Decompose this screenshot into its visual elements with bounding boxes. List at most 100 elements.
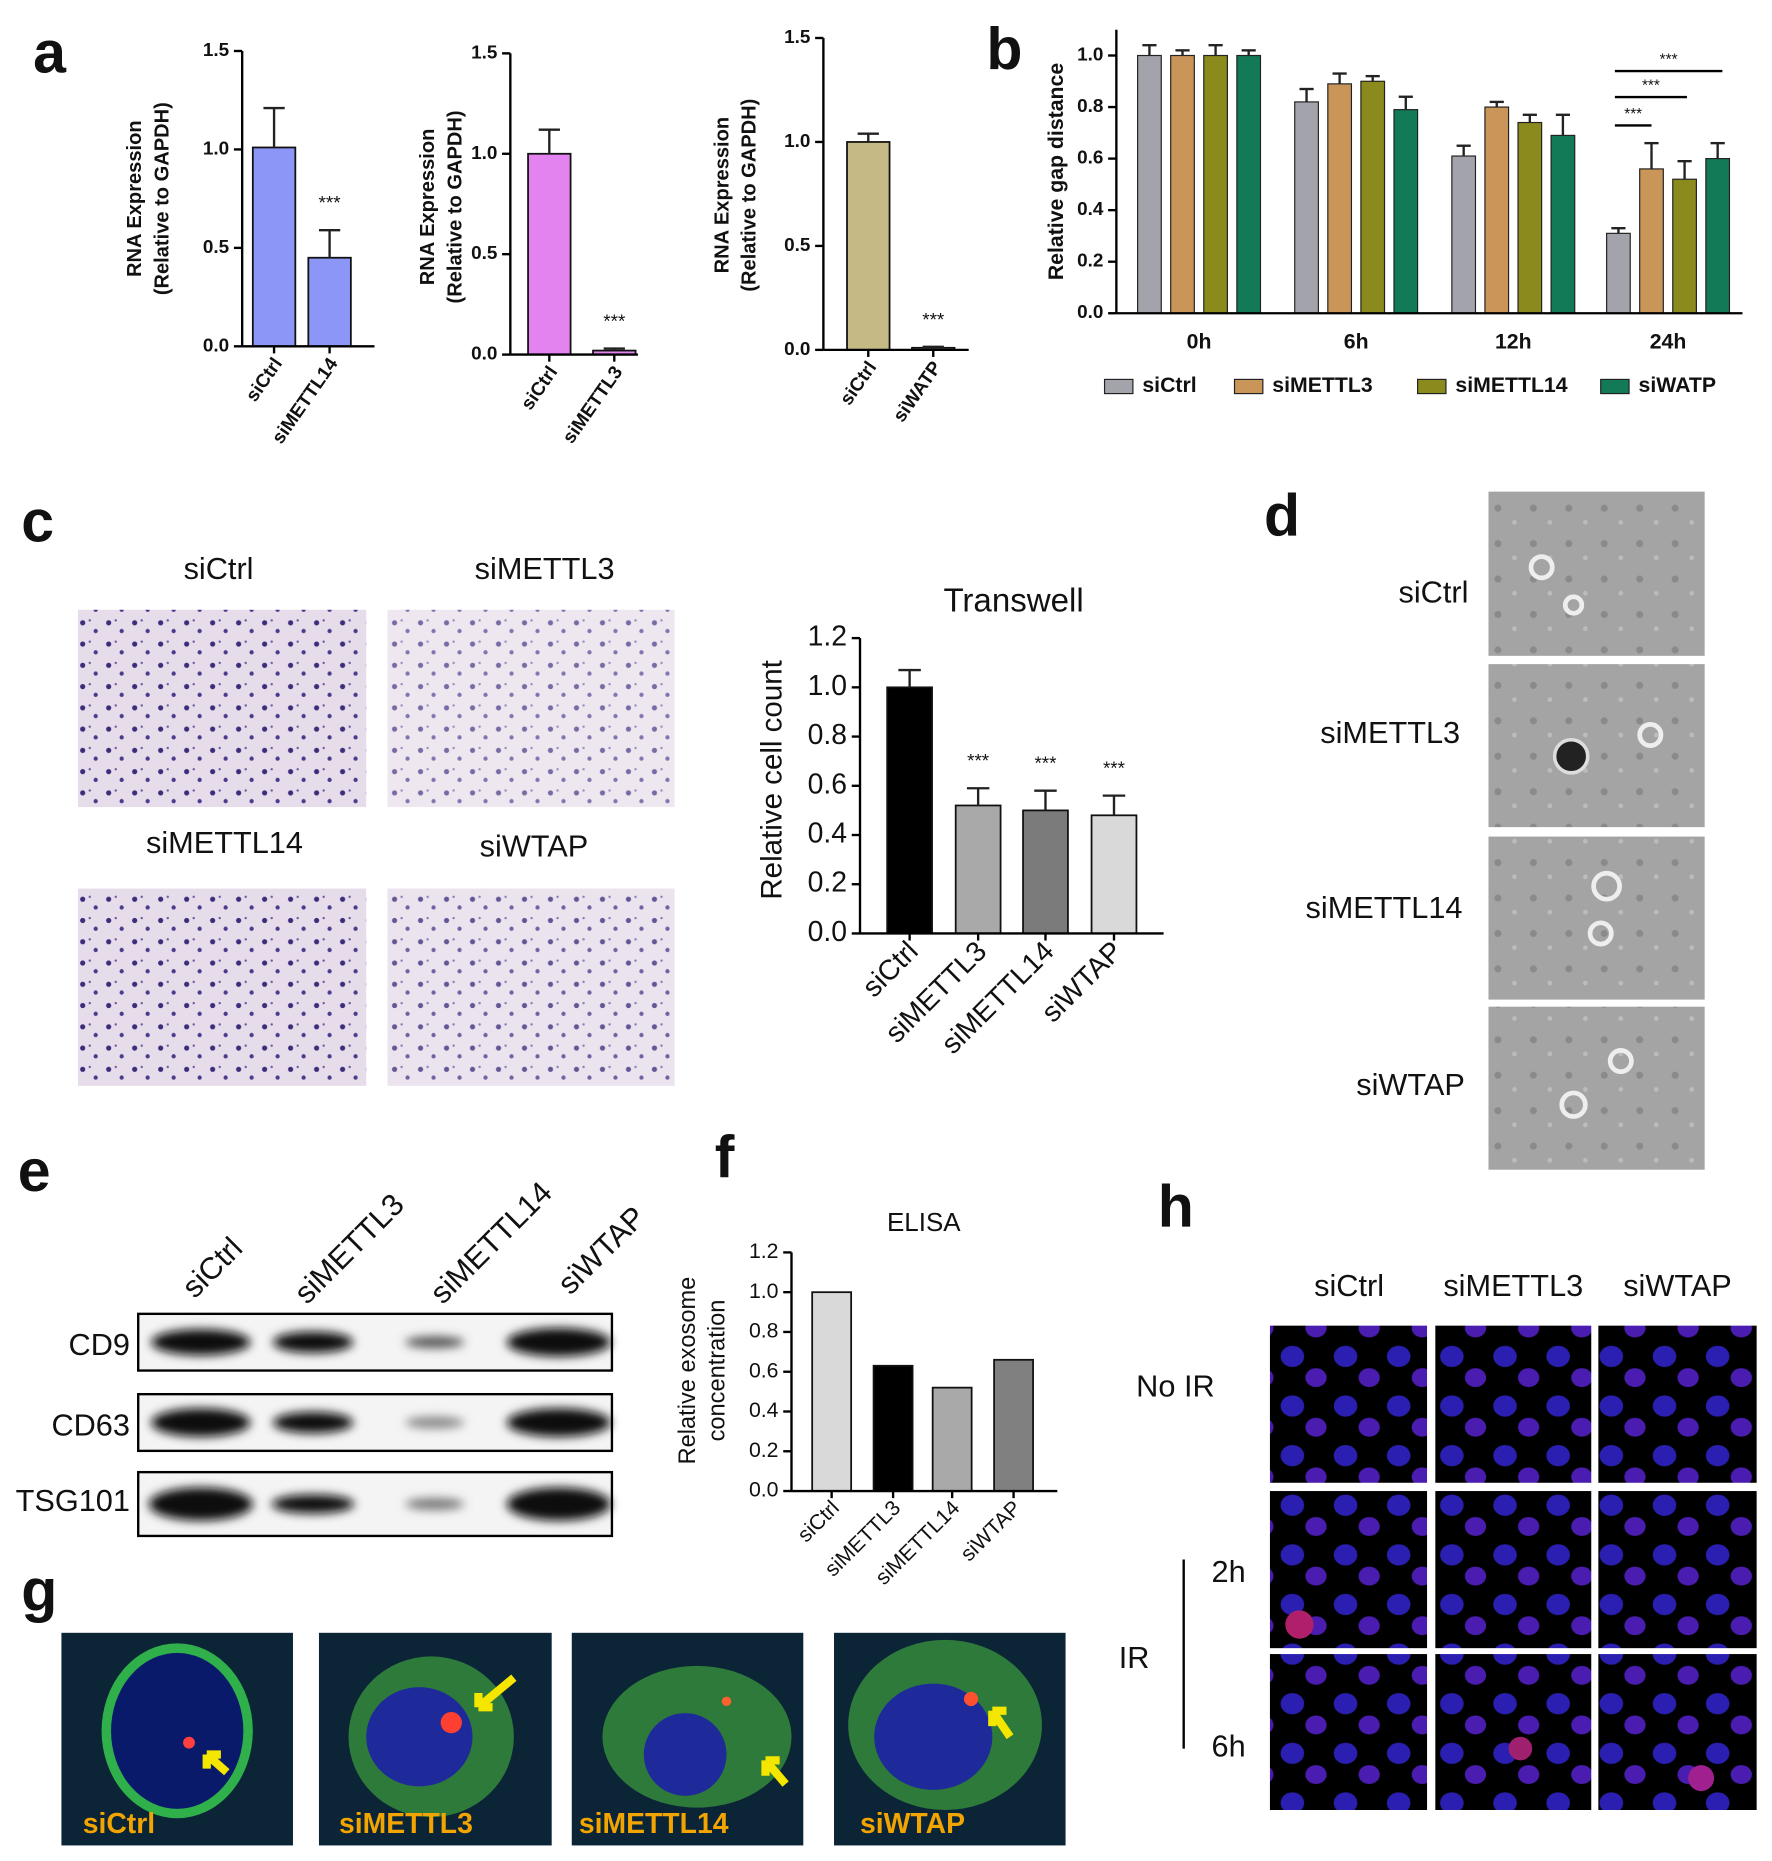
bar (993, 1358, 1034, 1492)
significance: *** (967, 751, 990, 772)
nucleus (366, 1687, 473, 1787)
y-axis-label: Relative exosome (675, 1277, 701, 1465)
image-label: siMETTL14 (1306, 890, 1463, 925)
y-tick-label: 0.5 (203, 237, 229, 258)
nucleus (1285, 1610, 1314, 1639)
exosome (721, 1696, 732, 1707)
y-tick-label: 0.2 (808, 867, 847, 899)
micrograph (387, 888, 675, 1086)
panel-label: f (715, 1124, 735, 1190)
vesicle (1528, 554, 1555, 581)
arrow (761, 1756, 789, 1787)
y-tick-label: 0.0 (749, 1478, 779, 1502)
band (405, 1498, 465, 1510)
y-tick-label: 1.0 (749, 1279, 779, 1303)
legend-label: siMETTL3 (1272, 373, 1373, 397)
y-tick-label: 0.0 (1077, 302, 1103, 323)
image-label: siCtrl (83, 1808, 155, 1840)
legend-label: siMETTL14 (1455, 373, 1567, 397)
row-label: 6h (1212, 1729, 1246, 1764)
bar (931, 1386, 973, 1492)
bar (1327, 83, 1353, 314)
bar (1360, 80, 1386, 314)
bar (846, 141, 891, 351)
significance: *** (1103, 759, 1126, 780)
x-tick-label: siWATP (889, 358, 946, 427)
row-label: CD63 (51, 1407, 130, 1442)
x-tick-label: siMETTL3 (559, 362, 627, 447)
y-tick-label: 0.0 (203, 335, 229, 356)
bar (1022, 809, 1069, 935)
y-tick-label: 1.0 (1077, 45, 1103, 66)
fluorescence-images: siCtrl siMETTL3 siMETTL14 siWTAP (61, 1632, 1066, 1846)
nucleus (643, 1713, 727, 1796)
cell (101, 1643, 253, 1819)
micrograph (1598, 1654, 1757, 1811)
y-tick-label: 0.0 (784, 339, 810, 360)
y-tick-label: 1.5 (784, 27, 810, 48)
legend-label: siCtrl (1142, 373, 1196, 397)
band (151, 1408, 251, 1437)
image-label: siMETTL3 (475, 551, 615, 586)
micrograph (1435, 1491, 1592, 1649)
x-tick-label: siWTAP (956, 1496, 1026, 1566)
y-tick-label: 1.0 (808, 670, 847, 702)
arrow (988, 1706, 1014, 1740)
transwell-images: siCtrl siMETTL3 siMETTL14 siWTAP (77, 551, 675, 1086)
y-tick-label: 1.2 (749, 1239, 779, 1263)
bar (1090, 814, 1138, 935)
x-tick-label: siCtrl (517, 362, 562, 414)
western-blot: siCtrl siMETTL3 siMETTL14 siWTAP CD9 CD6… (16, 1175, 652, 1538)
image-label: siMETTL14 (579, 1808, 729, 1840)
vesicle (1552, 737, 1590, 775)
micrograph (77, 888, 367, 1086)
y-tick-label: 1.5 (203, 40, 229, 61)
vesicle (1559, 1090, 1588, 1119)
bands (148, 1328, 611, 1521)
bar (527, 152, 572, 356)
panel-label: e (18, 1138, 51, 1204)
band (148, 1487, 253, 1521)
bar (1484, 106, 1510, 314)
vesicle (1562, 594, 1585, 616)
micrograph (1435, 1325, 1592, 1483)
significance: *** (603, 312, 626, 333)
y-tick-label: 0.6 (1077, 148, 1103, 169)
bar (1203, 54, 1228, 314)
vesicle (1607, 1048, 1634, 1075)
y-axis-label: Relative gap distance (1044, 63, 1068, 280)
lane-label: siMETTL14 (423, 1175, 559, 1311)
arrow (474, 1674, 517, 1712)
bar (1137, 54, 1162, 314)
confocal-images: siCtrl siMETTL3 siWTAP No IR IR 2h 6h (1119, 1268, 1757, 1811)
bar (954, 804, 1002, 935)
panel-label: h (1158, 1174, 1194, 1240)
exosome (963, 1691, 979, 1707)
row-label: 2h (1212, 1554, 1246, 1589)
y-tick-label: 1.0 (203, 138, 229, 159)
bar (251, 146, 297, 348)
x-tick-label: 24h (1650, 329, 1687, 353)
image-label: siWTAP (860, 1808, 965, 1840)
x-tick-label: 0h (1187, 329, 1212, 353)
bar (1705, 158, 1731, 314)
bar (1170, 54, 1195, 314)
bar (811, 1291, 853, 1492)
bar (1606, 232, 1631, 314)
legend-swatch (1600, 378, 1630, 395)
bar (1672, 178, 1697, 314)
arrow (202, 1750, 230, 1776)
column-label: siCtrl (1314, 1268, 1384, 1303)
legend-swatch (1233, 378, 1264, 395)
y-tick-label: 0.8 (749, 1319, 779, 1343)
y-tick-label: 0.6 (808, 768, 847, 800)
panel-label: g (21, 1558, 57, 1624)
image-label: siMETTL14 (146, 825, 303, 860)
bar (307, 256, 352, 348)
bar (1639, 168, 1664, 314)
y-axis-label: (Relative to GAPDH) (738, 99, 760, 292)
bar (1294, 101, 1319, 314)
y-tick-label: 0.6 (749, 1358, 779, 1382)
